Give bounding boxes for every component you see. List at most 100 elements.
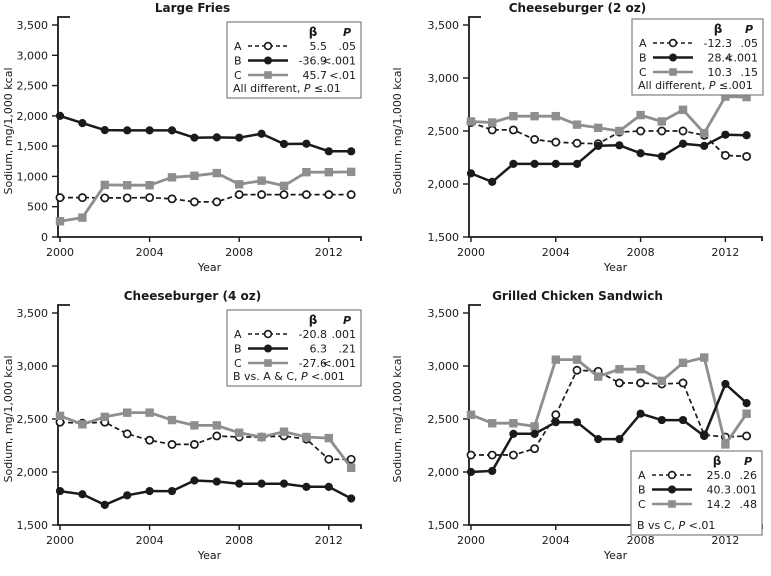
chart-canvas-cheeseburger-4oz: 1,500 2,000 2,500 3,000 3,500 2000 2004 2008 201…: [2, 304, 362, 562]
marker-dot: [572, 159, 582, 168]
series-C: [466, 92, 751, 138]
marker-dot: [572, 418, 582, 427]
legend-p-value: .05: [339, 40, 357, 53]
x-tick-label: 2012: [711, 246, 739, 259]
marker-dot: [657, 152, 666, 161]
marker-dot: [100, 125, 109, 135]
marker-square: [78, 420, 87, 429]
marker-dot: [279, 139, 289, 149]
marker-dot: [466, 169, 476, 178]
legend-beta-value: 45.7: [303, 69, 328, 82]
marker-open-circle: [189, 197, 199, 207]
legend-header-p: P: [745, 23, 753, 36]
legend-sample-dot-icon: [264, 344, 272, 353]
marker-dot: [190, 133, 199, 142]
series-A-line: [471, 369, 747, 456]
y-tick-label: 2,500: [428, 125, 460, 138]
marker-square: [530, 111, 539, 121]
marker-square: [100, 180, 109, 190]
marker-dot: [742, 399, 751, 408]
legend-beta-value: 14.2: [707, 498, 732, 511]
series-C: [466, 353, 751, 449]
marker-dot: [55, 486, 65, 496]
marker-square: [466, 410, 476, 419]
marker-open-circle: [122, 429, 132, 439]
marker-square: [721, 92, 730, 101]
legend-sample-square-icon: [264, 71, 272, 79]
legend-p-value: <.001: [322, 357, 356, 370]
y-tick-label: 0: [41, 231, 48, 244]
marker-square: [123, 408, 132, 417]
marker-dot: [324, 482, 333, 491]
marker-square: [302, 432, 311, 442]
marker-dot: [257, 129, 266, 138]
marker-open-circle: [212, 197, 222, 207]
marker-dot: [212, 133, 221, 142]
legend-p-value: .26: [740, 469, 758, 482]
legend-p-value: .48: [740, 498, 758, 511]
marker-open-circle: [346, 190, 356, 200]
legend-sample-square-icon: [668, 500, 676, 508]
legend-sample-circle-icon: [668, 38, 678, 48]
marker-open-circle: [234, 190, 244, 200]
legend-beta-value: 25.0: [707, 469, 732, 482]
legend-series-name: B: [234, 55, 242, 68]
marker-square: [235, 428, 244, 437]
marker-square: [167, 173, 177, 182]
marker-square: [123, 181, 132, 190]
legend-series-name: B: [234, 343, 242, 356]
legend-beta-value: 10.3: [708, 66, 733, 79]
legend-sample-dot-icon: [264, 56, 272, 65]
marker-square: [55, 411, 65, 421]
y-tick-label: 2,500: [17, 413, 49, 426]
marker-dot: [123, 126, 132, 135]
marker-open-circle: [100, 193, 110, 203]
marker-dot: [324, 147, 333, 156]
y-tick-label: 1,500: [17, 140, 49, 153]
marker-dot: [235, 479, 244, 488]
legend-beta-value: -12.3: [704, 37, 732, 50]
marker-square: [551, 111, 560, 121]
marker-open-circle: [324, 454, 334, 464]
series-B: [55, 111, 356, 156]
marker-square: [78, 213, 87, 222]
marker-square: [742, 409, 751, 418]
marker-square: [678, 358, 688, 368]
legend-series-name: C: [234, 69, 242, 82]
marker-open-circle: [167, 194, 177, 204]
y-tick-label: 2,000: [17, 466, 49, 479]
legend-p-value: <.001: [724, 52, 758, 65]
marker-square: [509, 111, 518, 121]
marker-open-circle: [678, 378, 688, 388]
marker-square: [324, 167, 333, 177]
x-tick-label: 2004: [542, 246, 570, 259]
legend-beta-value: 40.3: [707, 484, 732, 497]
series-B: [55, 476, 356, 509]
marker-dot: [551, 159, 560, 168]
y-tick-label: 3,000: [17, 360, 49, 373]
legend-series-name: B: [638, 484, 646, 497]
marker-square: [324, 433, 333, 443]
marker-square: [55, 217, 65, 226]
y-tick-label: 3,500: [428, 19, 460, 32]
x-tick-label: 2004: [136, 246, 164, 259]
marker-dot: [700, 431, 709, 441]
y-tick-label: 2,500: [428, 413, 460, 426]
panel-cheeseburger-2oz: Cheeseburger (2 oz) 1,500 2,000 2,500 3,000…: [385, 0, 770, 288]
y-tick-label: 2,000: [17, 110, 49, 123]
y-tick-label: 1,500: [428, 519, 460, 532]
marker-open-circle: [720, 150, 730, 160]
legend-header-p: P: [343, 26, 351, 39]
marker-dot: [302, 482, 311, 491]
chart-canvas-large-fries: 0 500 1,000 1,500 2,000 2,500 3,000 3,500 2000 20…: [2, 16, 362, 274]
marker-dot: [190, 476, 199, 485]
legend-series-name: A: [638, 469, 646, 482]
panel-large-fries: Large Fries 0 500 1,000 1,500 2,000 2,500 3,00…: [0, 0, 385, 288]
chart-title-cheeseburger-2oz: Cheeseburger (2 oz): [508, 1, 647, 15]
marker-square: [636, 110, 645, 120]
marker-square: [100, 412, 109, 422]
legend-p-value: .05: [741, 37, 759, 50]
legend-series-name: C: [234, 357, 242, 370]
